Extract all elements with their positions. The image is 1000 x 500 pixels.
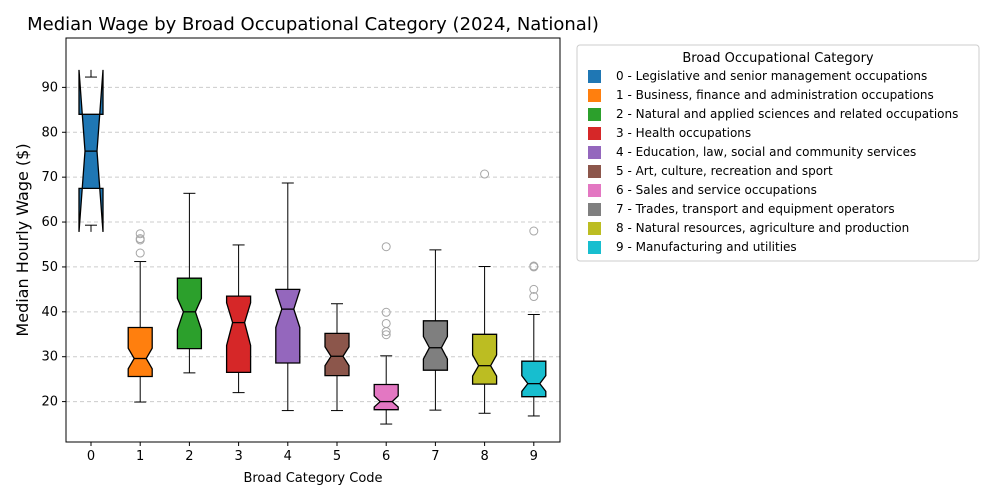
y-tick-label: 20 xyxy=(41,395,58,410)
outlier-point xyxy=(381,242,391,252)
box-body xyxy=(373,383,399,411)
legend-swatch-0 xyxy=(588,70,601,83)
legend-swatch-3 xyxy=(588,127,601,140)
outlier-point xyxy=(135,234,145,244)
y-tick-label: 70 xyxy=(41,170,58,185)
legend-label-7: 7 - Trades, transport and equipment oper… xyxy=(616,202,895,216)
chart-title: Median Wage by Broad Occupational Catego… xyxy=(27,14,599,35)
x-axis-ticks: 0 1 2 3 4 5 6 7 8 9 xyxy=(87,442,538,464)
outlier-point xyxy=(381,307,391,317)
legend-swatch-1 xyxy=(588,89,601,102)
x-tick-label: 4 xyxy=(284,449,292,464)
legend-label-3: 3 - Health occupations xyxy=(616,126,751,140)
legend-label-2: 2 - Natural and applied sciences and rel… xyxy=(616,107,958,121)
legend-swatch-2 xyxy=(588,108,601,121)
legend-swatch-9 xyxy=(588,241,601,254)
x-tick-label: 1 xyxy=(136,449,144,464)
box-body xyxy=(471,333,498,385)
legend-swatch-6 xyxy=(588,184,601,197)
legend-label-1: 1 - Business, finance and administration… xyxy=(616,88,934,102)
legend-label-4: 4 - Education, law, social and community… xyxy=(616,145,916,159)
box-8 xyxy=(471,169,498,414)
box-7 xyxy=(422,249,449,411)
outlier-point xyxy=(381,330,391,340)
x-tick-label: 5 xyxy=(333,449,341,464)
legend-swatch-5 xyxy=(588,165,601,178)
plot-area-frame xyxy=(65,37,561,443)
legend-swatch-4 xyxy=(588,146,601,159)
x-tick-label: 8 xyxy=(480,449,488,464)
y-axis-label: Median Hourly Wage ($) xyxy=(13,143,32,336)
outlier-point xyxy=(529,226,539,236)
box-3 xyxy=(225,244,252,394)
outlier-point xyxy=(135,248,145,258)
box-body xyxy=(275,288,301,364)
outlier-point xyxy=(529,284,539,294)
legend-items: 0 - Legislative and senior management oc… xyxy=(588,69,958,254)
legend: Broad Occupational Category 0 - Legislat… xyxy=(576,44,980,262)
legend-swatch-8 xyxy=(588,222,601,235)
y-axis-ticks: 20 30 40 50 60 70 80 90 xyxy=(41,80,66,410)
box-6 xyxy=(373,242,399,425)
box-body xyxy=(422,320,449,371)
y-tick-label: 30 xyxy=(41,350,58,365)
outlier-point xyxy=(135,229,145,239)
y-tick-label: 80 xyxy=(41,125,58,140)
legend-swatch-7 xyxy=(588,203,601,216)
outlier-point xyxy=(381,318,391,328)
y-tick-label: 40 xyxy=(41,305,58,320)
y-tick-label: 60 xyxy=(41,215,58,230)
x-tick-label: 0 xyxy=(87,449,95,464)
legend-label-6: 6 - Sales and service occupations xyxy=(616,183,817,197)
box-1 xyxy=(127,229,153,403)
x-axis-label: Broad Category Code xyxy=(243,471,382,486)
legend-frame xyxy=(576,44,980,262)
x-tick-label: 2 xyxy=(185,449,193,464)
box-2 xyxy=(176,192,203,374)
box-0 xyxy=(78,69,104,232)
outlier-point xyxy=(529,292,539,302)
legend-label-9: 9 - Manufacturing and utilities xyxy=(616,240,797,254)
outlier-point xyxy=(529,261,539,271)
legend-title: Broad Occupational Category xyxy=(682,51,874,66)
box-plots xyxy=(78,69,547,425)
x-tick-label: 9 xyxy=(530,449,538,464)
box-5 xyxy=(324,303,350,412)
y-tick-label: 90 xyxy=(41,80,58,95)
x-tick-label: 3 xyxy=(234,449,242,464)
box-9 xyxy=(521,226,547,417)
legend-label-5: 5 - Art, culture, recreation and sport xyxy=(616,164,833,178)
box-4 xyxy=(275,182,301,412)
x-tick-label: 6 xyxy=(382,449,390,464)
box-body xyxy=(521,360,547,398)
x-tick-label: 7 xyxy=(431,449,439,464)
y-gridlines xyxy=(66,86,560,403)
outlier-point xyxy=(480,169,490,179)
box-body xyxy=(225,295,252,374)
box-body xyxy=(176,277,203,350)
box-body xyxy=(127,326,153,378)
legend-label-8: 8 - Natural resources, agriculture and p… xyxy=(616,221,909,235)
legend-label-0: 0 - Legislative and senior management oc… xyxy=(616,69,927,83)
box-body xyxy=(324,332,350,377)
y-tick-label: 50 xyxy=(41,260,58,275)
